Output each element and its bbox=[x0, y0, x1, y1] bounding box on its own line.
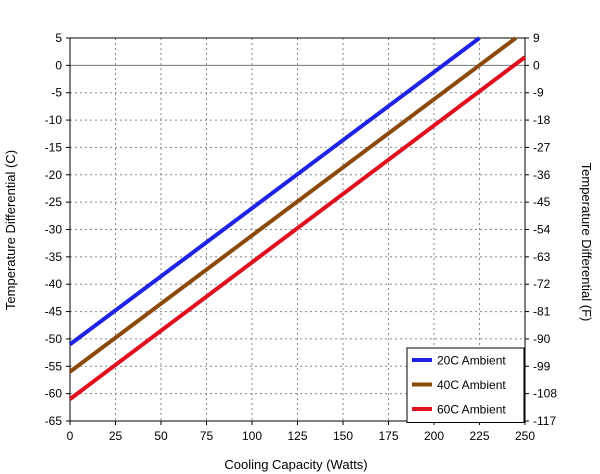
y2-tick-label: -27 bbox=[533, 140, 551, 154]
y-tick-label: -5 bbox=[51, 86, 62, 100]
y2-tick-label: -45 bbox=[533, 195, 551, 209]
series-line-2 bbox=[68, 36, 518, 374]
y-tick-label: -15 bbox=[45, 140, 63, 154]
series-line-1 bbox=[68, 36, 481, 347]
y2-tick-label: -81 bbox=[533, 305, 551, 319]
series-lines bbox=[68, 36, 527, 401]
y2-tick-label: -54 bbox=[533, 223, 551, 237]
y2-tick-label: -117 bbox=[533, 414, 556, 428]
y2-tick-label: -99 bbox=[533, 359, 551, 373]
y-axis-ticks: 5 0 -5 -10 -15 -20 -25 -30 -35 -40 -45 -50 -55 -60 -65 bbox=[45, 31, 70, 428]
grid bbox=[70, 38, 525, 421]
series-line-3 bbox=[68, 55, 527, 401]
x-tick-label: 100 bbox=[242, 429, 262, 443]
x-axis-ticks: 0 25 50 75 100 125 150 175 200 225 250 bbox=[67, 421, 535, 443]
y2-tick-label: -72 bbox=[533, 277, 551, 291]
y-tick-label: -50 bbox=[45, 332, 63, 346]
y2-tick-label: 9 bbox=[533, 31, 540, 45]
y-tick-label: -20 bbox=[45, 168, 63, 182]
y-tick-label: -60 bbox=[45, 387, 63, 401]
y-tick-label: -35 bbox=[45, 250, 63, 264]
x-tick-label: 175 bbox=[378, 429, 398, 443]
y2-tick-label: -63 bbox=[533, 250, 551, 264]
y-axis-title: Temperature Differential (C) bbox=[3, 150, 18, 310]
y-tick-label: -65 bbox=[45, 414, 63, 428]
legend-label: 20C Ambient bbox=[437, 354, 506, 368]
x-tick-label: 250 bbox=[515, 429, 535, 443]
y2-tick-label: -90 bbox=[533, 332, 551, 346]
y2-tick-label: -36 bbox=[533, 168, 551, 182]
y2-tick-label: -18 bbox=[533, 113, 551, 127]
x-axis-title: Cooling Capacity (Watts) bbox=[224, 457, 367, 472]
y-tick-label: -45 bbox=[45, 305, 63, 319]
x-tick-label: 225 bbox=[469, 429, 489, 443]
y2-tick-label: 0 bbox=[533, 58, 540, 72]
y-tick-label: -25 bbox=[45, 195, 63, 209]
x-tick-label: 50 bbox=[154, 429, 168, 443]
y2-axis-ticks: 9 0 -9 -18 -27 -36 -45 -54 -63 -72 -81 -90 -99 -108 -1… bbox=[525, 31, 557, 428]
x-tick-label: 25 bbox=[109, 429, 123, 443]
y2-tick-label: -108 bbox=[533, 387, 557, 401]
y-tick-label: -40 bbox=[45, 277, 63, 291]
y-tick-label: 5 bbox=[55, 31, 62, 45]
legend-label: 60C Ambient bbox=[437, 403, 506, 417]
x-tick-label: 0 bbox=[67, 429, 74, 443]
y-tick-label: -30 bbox=[45, 223, 63, 237]
y-tick-label: 0 bbox=[55, 58, 62, 72]
y2-axis-title: Temperature Differential (F) bbox=[579, 163, 594, 322]
y-tick-label: -55 bbox=[45, 359, 63, 373]
legend-label: 40C Ambient bbox=[437, 378, 506, 392]
x-tick-label: 125 bbox=[287, 429, 307, 443]
legend: 20C Ambient 40C Ambient 60C Ambient bbox=[406, 347, 525, 423]
y-tick-label: -10 bbox=[45, 113, 63, 127]
x-tick-label: 200 bbox=[424, 429, 444, 443]
x-tick-label: 150 bbox=[333, 429, 353, 443]
y2-tick-label: -9 bbox=[533, 86, 544, 100]
x-tick-label: 75 bbox=[200, 429, 214, 443]
